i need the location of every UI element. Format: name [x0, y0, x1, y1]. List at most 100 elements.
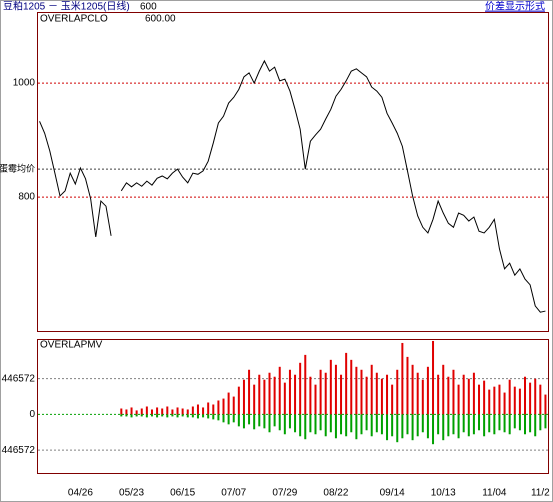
volume-bar	[416, 414, 419, 437]
volume-bar	[375, 372, 378, 415]
x-tick-label: 11/04	[482, 488, 507, 499]
panel-value: 600.00	[145, 14, 176, 25]
volume-bar	[360, 414, 363, 435]
volume-bar	[273, 376, 276, 415]
volume-bar	[196, 404, 199, 415]
volume-bar	[396, 369, 399, 415]
y-tick-label: 1000	[13, 78, 36, 89]
volume-bar	[186, 409, 189, 415]
x-tick-label: 11/2	[531, 488, 550, 499]
volume-bar	[135, 414, 138, 417]
y-tick-label: 0	[29, 409, 35, 420]
volume-bar	[145, 406, 148, 415]
volume-bar	[135, 410, 138, 415]
volume-bar	[472, 414, 475, 435]
volume-bar	[319, 414, 322, 431]
volume-bar	[227, 392, 230, 415]
volume-bar	[166, 414, 169, 418]
volume-bar	[253, 414, 256, 430]
volume-bar	[242, 414, 245, 429]
volume-bar	[391, 384, 394, 415]
volume-bar	[462, 374, 465, 415]
price-line	[39, 121, 112, 238]
volume-bar	[467, 378, 470, 415]
volume-bar	[391, 414, 394, 437]
volume-bar	[340, 414, 343, 435]
volume-bar	[462, 414, 465, 433]
volume-bar	[539, 384, 542, 415]
volume-bar	[150, 414, 153, 417]
volume-bar	[334, 414, 337, 439]
volume-bar	[176, 407, 179, 415]
volume-bar	[416, 372, 419, 415]
volume-bar	[309, 414, 312, 433]
volume-bar	[370, 414, 373, 437]
volume-bar	[544, 414, 547, 429]
volume-bar	[345, 414, 348, 437]
volume-bar	[483, 380, 486, 415]
volume-bar	[432, 340, 435, 415]
volume-bar	[217, 400, 220, 415]
volume-bar	[483, 414, 486, 437]
volume-bar	[350, 414, 353, 433]
volume-bar	[503, 414, 506, 433]
volume-bar	[426, 366, 429, 415]
volume-bar	[442, 414, 445, 441]
panel-title: OVERLAPMV	[40, 340, 103, 351]
volume-bar	[181, 408, 184, 415]
volume-bar	[508, 379, 511, 415]
volume-bar	[268, 414, 271, 433]
volume-bar	[181, 414, 184, 417]
volume-bar	[273, 414, 276, 427]
volume-bar	[411, 414, 414, 441]
y-tick-label: 446572	[2, 373, 36, 384]
volume-bar	[278, 414, 281, 431]
x-tick-label: 04/26	[68, 488, 93, 499]
volume-bar	[283, 414, 286, 435]
volume-bar	[375, 414, 378, 433]
volume-bar	[212, 404, 215, 415]
y-tick-label: 蛋霉均价	[0, 163, 35, 174]
volume-bar	[191, 414, 194, 418]
volume-bar	[447, 414, 450, 437]
volume-bar	[217, 414, 220, 421]
volume-bar	[406, 414, 409, 435]
volume-bar	[503, 392, 506, 415]
volume-bar	[508, 414, 511, 435]
volume-bar	[304, 354, 307, 415]
volume-bar	[329, 359, 332, 415]
volume-bar	[191, 406, 194, 415]
volume-bar	[161, 408, 164, 415]
volume-bar	[401, 414, 404, 439]
volume-bar	[478, 414, 481, 431]
volume-bar	[176, 414, 179, 418]
volume-bar	[207, 414, 210, 419]
x-tick-label: 07/29	[272, 488, 297, 499]
volume-bar	[334, 364, 337, 415]
volume-bar	[171, 414, 174, 417]
price-line	[120, 59, 546, 313]
volume-bar	[294, 414, 297, 433]
volume-bar	[299, 362, 302, 415]
volume-bar	[166, 406, 169, 415]
x-tick-label: 07/07	[221, 488, 246, 499]
volume-bar	[304, 414, 307, 440]
volume-bar	[140, 414, 143, 417]
display-mode-link[interactable]: 价差显示形式	[485, 0, 545, 13]
volume-bar	[493, 414, 496, 435]
volume-bar	[258, 414, 261, 427]
x-tick-label: 10/13	[431, 488, 456, 499]
volume-bar	[386, 374, 389, 415]
volume-bar	[380, 414, 383, 435]
volume-bar	[539, 414, 542, 431]
volume-bar	[421, 414, 424, 433]
volume-bar	[258, 374, 261, 415]
volume-bar	[125, 414, 128, 417]
volume-bar	[263, 414, 266, 429]
volume-bar	[380, 378, 383, 415]
volume-bar	[518, 388, 521, 415]
volume-bar	[472, 372, 475, 415]
volume-bar	[513, 414, 516, 429]
volume-bar	[294, 374, 297, 415]
volume-bar	[253, 384, 256, 415]
